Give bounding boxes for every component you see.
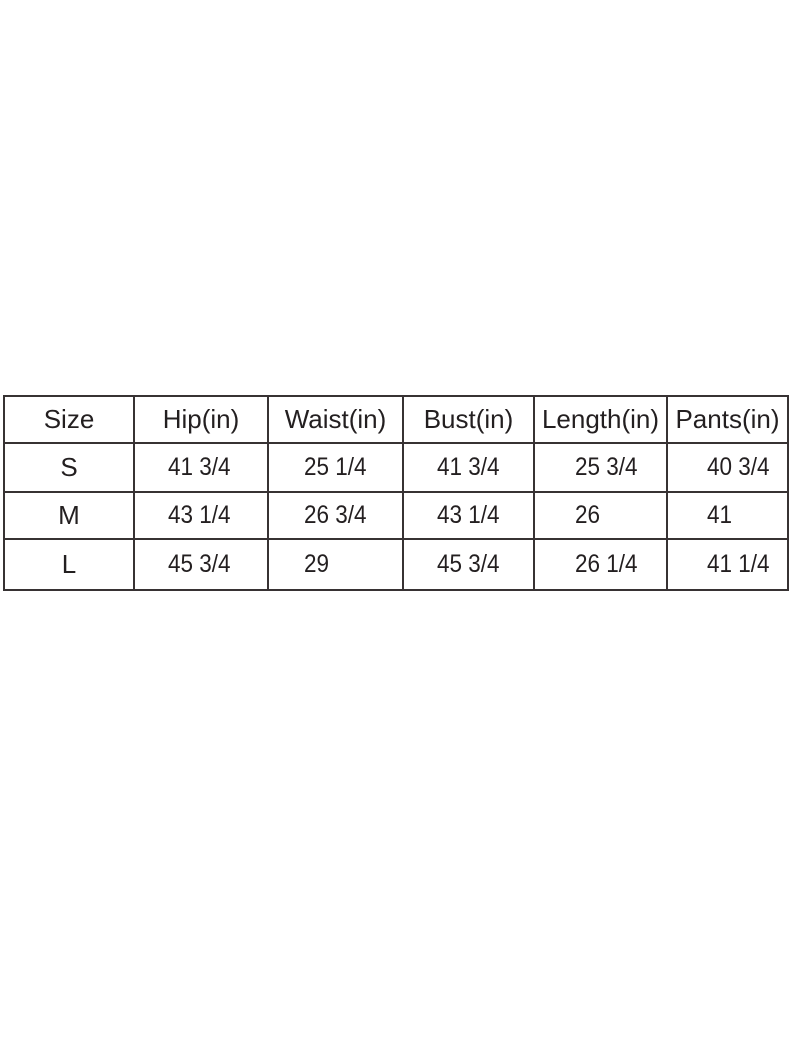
measurement-value: 40 3/4 <box>707 453 770 481</box>
hip-value: 45 3/4 <box>133 538 269 591</box>
waist-value: 29 <box>267 538 404 591</box>
measurement-value: 43 1/4 <box>437 501 500 529</box>
bust-value: 45 3/4 <box>402 538 535 591</box>
length-value: 26 <box>533 491 668 540</box>
table-row-m: M 43 1/4 26 3/4 43 1/4 26 41 <box>3 491 789 540</box>
measurement-value: 45 3/4 <box>437 550 500 578</box>
column-header-pants: Pants(in) <box>666 395 789 444</box>
pants-value: 41 <box>666 491 789 540</box>
bust-value: 43 1/4 <box>402 491 535 540</box>
pants-value: 40 3/4 <box>666 442 789 493</box>
bust-value: 41 3/4 <box>402 442 535 493</box>
column-header-length: Length(in) <box>533 395 668 444</box>
length-value: 25 3/4 <box>533 442 668 493</box>
size-label: M <box>3 491 135 540</box>
measurement-value: 29 <box>304 550 330 578</box>
size-label: S <box>3 442 135 493</box>
measurement-value: 41 1/4 <box>707 550 770 578</box>
measurement-value: 25 3/4 <box>575 453 638 481</box>
length-value: 26 1/4 <box>533 538 668 591</box>
table-row-s: S 41 3/4 25 1/4 41 3/4 25 3/4 40 3/4 <box>3 442 789 493</box>
pants-value: 41 1/4 <box>666 538 789 591</box>
measurement-value: 26 3/4 <box>304 501 367 529</box>
hip-value: 43 1/4 <box>133 491 269 540</box>
table-row-l: L 45 3/4 29 45 3/4 26 1/4 41 1/4 <box>3 538 789 591</box>
column-header-waist: Waist(in) <box>267 395 404 444</box>
size-chart-table: Size Hip(in) Waist(in) Bust(in) Length(i… <box>3 395 789 591</box>
measurement-value: 25 1/4 <box>304 453 367 481</box>
header-row: Size Hip(in) Waist(in) Bust(in) Length(i… <box>3 395 789 444</box>
measurement-value: 45 3/4 <box>168 550 231 578</box>
measurement-value: 26 1/4 <box>575 550 638 578</box>
measurement-value: 26 <box>575 501 601 529</box>
measurement-value: 41 3/4 <box>437 453 500 481</box>
size-label: L <box>3 538 135 591</box>
waist-value: 25 1/4 <box>267 442 404 493</box>
measurement-value: 41 <box>707 501 733 529</box>
waist-value: 26 3/4 <box>267 491 404 540</box>
measurement-value: 43 1/4 <box>168 501 231 529</box>
column-header-hip: Hip(in) <box>133 395 269 444</box>
measurement-value: 41 3/4 <box>168 453 231 481</box>
column-header-size: Size <box>3 395 135 444</box>
column-header-bust: Bust(in) <box>402 395 535 444</box>
hip-value: 41 3/4 <box>133 442 269 493</box>
